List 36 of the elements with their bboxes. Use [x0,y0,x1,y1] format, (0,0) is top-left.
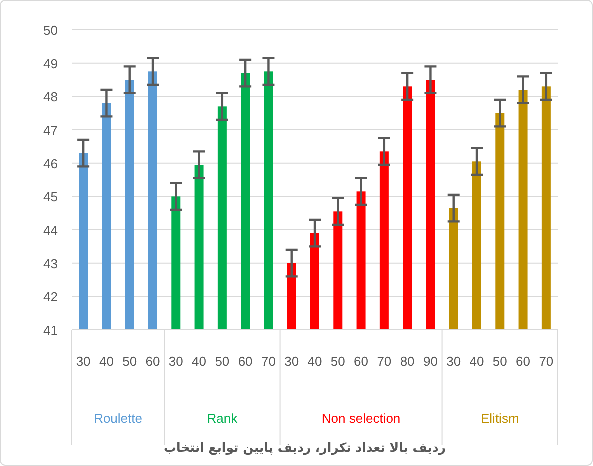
y-tick-label: 46 [44,156,58,172]
x-tick-label: 30 [76,354,91,369]
x-tick-label: 60 [238,354,253,369]
x-tick-label: 30 [284,354,300,369]
x-tick-label: 60 [354,354,369,369]
x-tick-label: 50 [330,354,346,369]
x-tick-label: 60 [146,354,160,369]
y-tick-label: 50 [44,23,58,38]
text: Non selection [322,411,401,426]
x-tick-label: 50 [215,354,230,369]
text: Elitism [481,411,520,426]
text: Rank [207,411,238,426]
x-tick-label: 70 [539,354,554,369]
y-tick-label: 44 [44,223,58,238]
x-tick-label: 70 [261,354,276,369]
x-tick-label: 40 [470,354,484,369]
y-tick-label: 42 [44,290,58,305]
x-tick-label: 60 [516,354,531,369]
y-tick-label: 41 [44,323,58,338]
x-tick-label: 40 [99,354,114,369]
x-tick-label: 40 [192,354,207,369]
x-tick-label: 30 [446,354,462,369]
x-tick-label: 80 [400,354,415,369]
x-tick-label: 40 [308,354,322,369]
text: Roulette [94,411,142,426]
y-tick-label: 43 [44,256,58,272]
x-tick-label: 70 [377,354,392,369]
x-tick-label: 50 [492,354,508,369]
x-tick-label: 50 [122,354,138,369]
y-tick-label: 45 [44,190,58,205]
x-tick-label: 90 [423,354,438,369]
y-tick-label: 47 [44,123,58,138]
x-tick-label: 30 [168,354,184,369]
y-tick-label: 49 [44,56,58,72]
y-tick-label: 48 [44,90,58,105]
text: ردیف بالا تعداد تکرار، ردیف پایین توابع انتخاب [164,440,446,456]
